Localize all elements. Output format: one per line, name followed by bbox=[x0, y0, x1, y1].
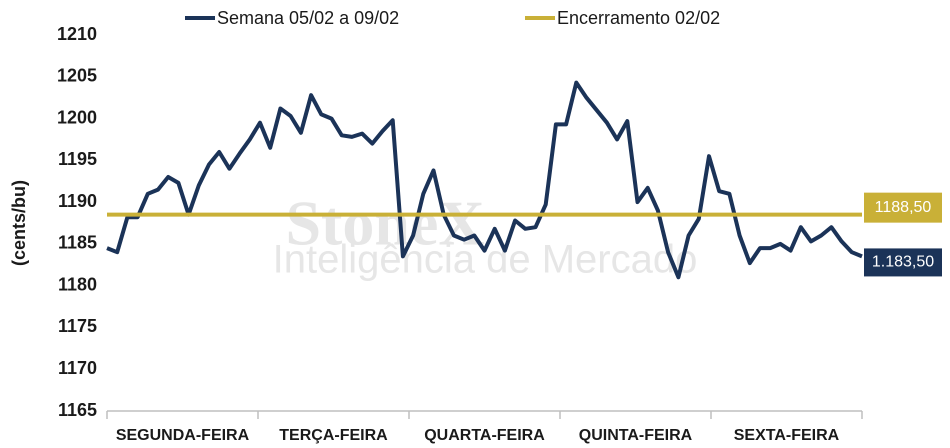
x-tick-label: TERÇA-FEIRA bbox=[279, 427, 388, 444]
x-tick-label: SEGUNDA-FEIRA bbox=[116, 427, 250, 444]
end-label-box bbox=[864, 248, 942, 277]
watermark: Inteligência de Mercado bbox=[273, 238, 698, 282]
legend-label: Encerramento 02/02 bbox=[557, 8, 720, 28]
y-axis-label: (cents/bu) bbox=[9, 180, 29, 266]
x-tick-label: QUINTA-FEIRA bbox=[579, 427, 693, 444]
value-label-box bbox=[864, 192, 942, 223]
end-label: 1.183,50 bbox=[872, 254, 934, 271]
y-tick-label: 1190 bbox=[58, 191, 97, 211]
watermark: StoneX bbox=[285, 188, 484, 259]
value-label: 1188,50 bbox=[875, 199, 932, 216]
price-line bbox=[106, 80, 863, 280]
y-tick-label: 1210 bbox=[57, 24, 97, 44]
y-tick-label: 1200 bbox=[57, 107, 97, 127]
x-tick-label: SEXTA-FEIRA bbox=[734, 427, 840, 444]
y-tick-label: 1195 bbox=[58, 149, 97, 169]
y-tick-label: 1175 bbox=[58, 316, 97, 336]
y-tick-label: 1205 bbox=[57, 66, 97, 86]
x-tick-label: QUARTA-FEIRA bbox=[424, 427, 545, 444]
y-tick-label: 1165 bbox=[58, 400, 97, 420]
y-tick-label: 1170 bbox=[58, 358, 97, 378]
y-tick-label: 1180 bbox=[58, 274, 97, 294]
y-tick-label: 1185 bbox=[58, 233, 97, 253]
legend-label: Semana 05/02 a 09/02 bbox=[217, 8, 399, 28]
